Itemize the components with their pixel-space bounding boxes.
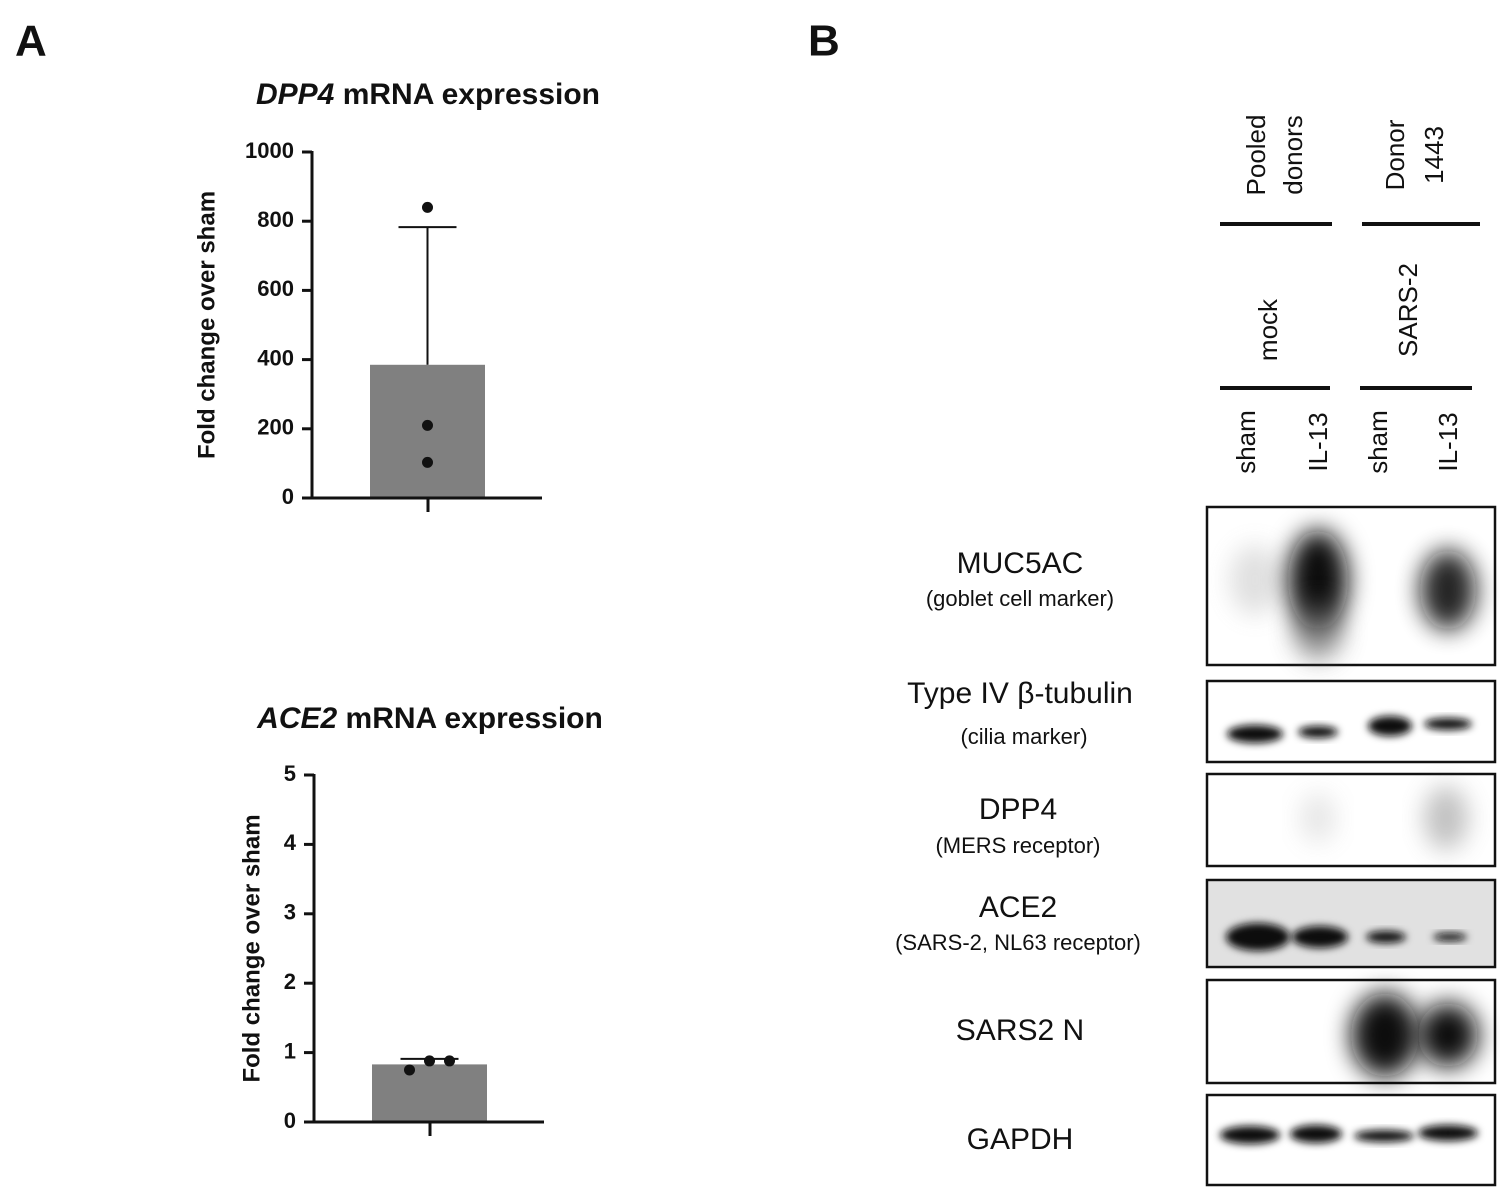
group-label: Pooled: [1241, 115, 1271, 196]
y-tick-label: 1: [284, 1038, 296, 1063]
y-tick-label: 2: [284, 969, 296, 994]
data-point: [422, 201, 433, 213]
data-point: [404, 1064, 415, 1076]
y-tick-label: 200: [257, 415, 294, 440]
band: [1300, 793, 1336, 843]
y-tick-label: 5: [284, 761, 296, 786]
lane-label: sham: [1363, 410, 1393, 474]
panel-label: A: [15, 17, 47, 66]
band: [1227, 725, 1283, 743]
group-label: Donor: [1380, 119, 1410, 190]
band: [1420, 550, 1476, 630]
band: [1292, 926, 1348, 948]
y-tick-label: 0: [284, 1108, 296, 1133]
band: [1293, 600, 1343, 660]
row-note: (MERS receptor): [935, 833, 1100, 858]
chart-title: DPP4 mRNA expression: [256, 78, 600, 111]
band: [1288, 530, 1348, 630]
title-text: mRNA expression: [346, 702, 603, 735]
row-note: (cilia marker): [960, 724, 1087, 749]
row-name: Type IV β-tubulin: [907, 677, 1133, 710]
group-label: donors: [1278, 115, 1308, 195]
data-point: [444, 1055, 455, 1067]
chart-title: ACE2 mRNA expression: [256, 702, 603, 735]
row-name: MUC5AC: [957, 547, 1084, 580]
error-bar: [398, 226, 457, 365]
y-axis-label: Fold change over sham: [193, 191, 220, 459]
data-point: [424, 1055, 435, 1067]
blot-box: [1205, 878, 1497, 969]
y-tick-label: 0: [282, 484, 294, 509]
row-name: DPP4: [979, 793, 1057, 826]
row-note: (SARS-2, NL63 receptor): [895, 930, 1141, 955]
band: [1418, 1125, 1478, 1141]
title-gene: ACE2: [256, 702, 337, 735]
row-name: ACE2: [979, 891, 1057, 924]
y-axis-label: Fold change over sham: [238, 814, 265, 1082]
panel-label: B: [808, 17, 840, 66]
row-name: SARS2 N: [956, 1014, 1084, 1047]
band: [1290, 1125, 1342, 1143]
band: [1351, 993, 1419, 1077]
band: [1226, 923, 1290, 951]
y-tick-label: 800: [257, 207, 294, 232]
lane-label: sham: [1231, 410, 1261, 474]
band: [1433, 933, 1467, 941]
y-tick-label: 600: [257, 276, 294, 301]
title-text: mRNA expression: [343, 78, 600, 111]
row-name: GAPDH: [967, 1123, 1074, 1156]
lane-label: IL-13: [1433, 412, 1463, 471]
row-note: (goblet cell marker): [926, 586, 1114, 611]
band: [1368, 716, 1412, 736]
blot-header: Pooled donors Donor 1443 mock SARS-2 sha…: [1220, 115, 1480, 474]
lane-label: IL-13: [1303, 412, 1333, 471]
band: [1418, 1003, 1478, 1067]
band: [1424, 718, 1472, 730]
band: [1298, 726, 1338, 738]
condition-label: mock: [1253, 298, 1283, 361]
band: [1354, 1130, 1414, 1142]
bar: [372, 1064, 487, 1122]
group-label: 1443: [1419, 126, 1449, 184]
band: [1230, 545, 1280, 615]
band: [1424, 786, 1468, 850]
y-tick-label: 400: [257, 345, 294, 370]
band: [1220, 1126, 1280, 1144]
bar: [370, 364, 485, 498]
blot: MUC5AC (goblet cell marker) Type IV β-tu…: [895, 505, 1497, 1187]
y-tick-label: 4: [284, 830, 297, 855]
title-gene: DPP4: [256, 78, 335, 111]
y-tick-label: 1000: [245, 138, 294, 163]
data-point: [422, 419, 433, 431]
y-tick-label: 3: [284, 900, 296, 925]
condition-label: SARS-2: [1393, 263, 1423, 357]
band: [1366, 931, 1406, 943]
data-point: [422, 456, 433, 468]
